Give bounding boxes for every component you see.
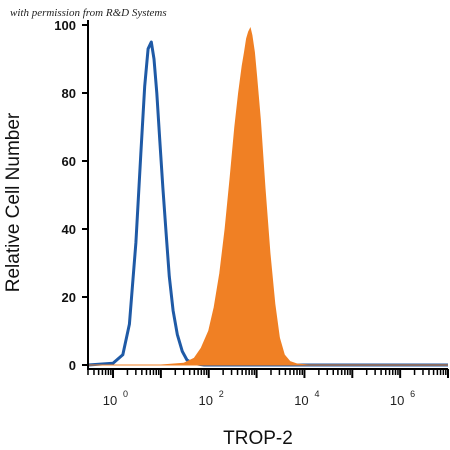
y-tick-label: 100 bbox=[54, 18, 76, 33]
y-axis-title: Relative Cell Number bbox=[3, 112, 24, 292]
series-1-filled-histogram bbox=[88, 26, 448, 366]
x-tick-label: 10 bbox=[390, 393, 404, 408]
x-tick-label: 10 bbox=[294, 393, 308, 408]
x-tick-exponent: 0 bbox=[123, 389, 128, 399]
plot-area bbox=[87, 26, 448, 367]
x-tick-exponent: 6 bbox=[410, 389, 415, 399]
y-tick-label: 80 bbox=[62, 86, 76, 101]
x-tick-label: 10 bbox=[103, 393, 117, 408]
series-0-outline-histogram bbox=[87, 40, 448, 367]
x-tick-label: 10 bbox=[198, 393, 212, 408]
watermark-text: with permission from R&D Systems bbox=[10, 7, 167, 19]
x-tick-exponent: 4 bbox=[314, 389, 319, 399]
x-axis-title: TROP-2 bbox=[223, 428, 293, 449]
y-tick-label: 20 bbox=[62, 290, 76, 305]
x-tick-exponent: 2 bbox=[219, 389, 224, 399]
y-tick-label: 60 bbox=[62, 154, 76, 169]
y-tick-label: 40 bbox=[62, 222, 76, 237]
y-tick-label: 0 bbox=[69, 358, 76, 373]
